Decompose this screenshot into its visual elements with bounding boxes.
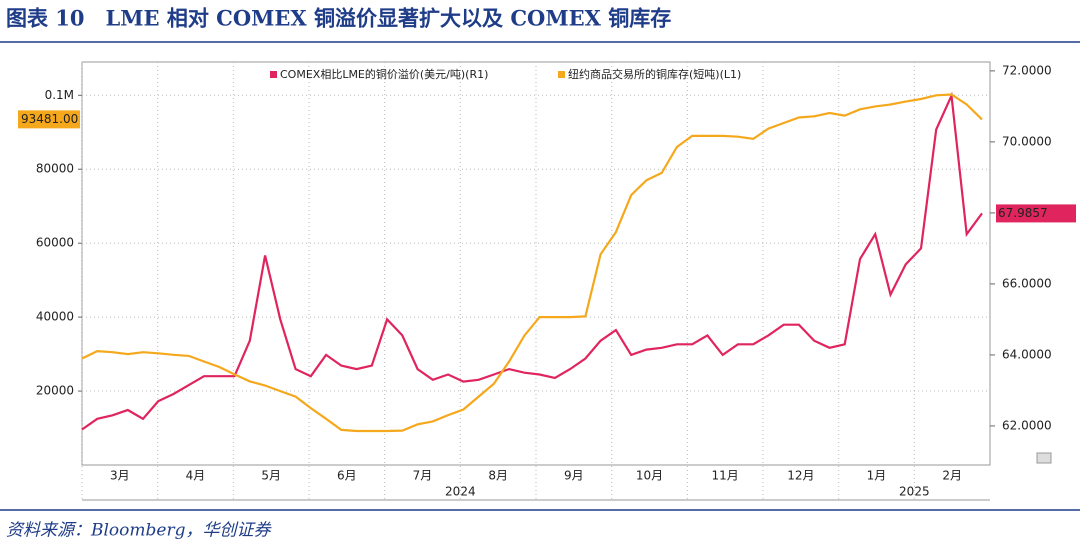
y-tick-label: 80000 bbox=[36, 162, 74, 176]
y2-tick-label: 72.0000 bbox=[1002, 63, 1052, 77]
y-tick-label: 0.1M bbox=[45, 88, 74, 102]
corner-icon bbox=[1036, 452, 1052, 464]
end-value-box bbox=[996, 204, 1076, 223]
x-tick-label: 3月 bbox=[110, 469, 130, 483]
x-tick-label: 7月 bbox=[413, 469, 433, 483]
end-value-label: 93481.00 bbox=[21, 112, 78, 126]
x-tick-label: 4月 bbox=[186, 469, 206, 483]
y2-tick-label: 64.0000 bbox=[1002, 347, 1052, 361]
x-tick-label: 5月 bbox=[261, 469, 281, 483]
year-label: 2025 bbox=[899, 485, 930, 499]
y-tick-label: 60000 bbox=[36, 236, 74, 250]
y2-tick-label: 62.0000 bbox=[1002, 418, 1052, 432]
end-value-label: 67.9857 bbox=[998, 206, 1048, 220]
x-tick-label: 11月 bbox=[712, 469, 739, 483]
x-tick-label: 10月 bbox=[636, 469, 663, 483]
source: 资料来源：Bloomberg，华创证券 bbox=[6, 521, 272, 541]
series-line bbox=[81, 91, 983, 431]
y2-tick-label: 70.0000 bbox=[1002, 134, 1052, 148]
x-tick-label: 8月 bbox=[488, 469, 508, 483]
x-tick-label: 9月 bbox=[564, 469, 584, 483]
plot-frame bbox=[81, 61, 991, 466]
legend-swatch bbox=[558, 71, 565, 78]
series-line bbox=[81, 93, 983, 433]
x-tick-label: 1月 bbox=[867, 469, 887, 483]
x-tick-label: 2月 bbox=[942, 469, 962, 483]
year-label: 2024 bbox=[445, 485, 476, 499]
x-tick-label: 6月 bbox=[337, 469, 357, 483]
x-tick-label: 12月 bbox=[787, 469, 814, 483]
end-value-box bbox=[18, 110, 80, 129]
legend-label: COMEX相比LME的铜价溢价(美元/吨)(R1) bbox=[280, 67, 488, 81]
legend-swatch bbox=[270, 71, 277, 78]
y-tick-label: 40000 bbox=[36, 310, 74, 324]
legend-label: 纽约商品交易所的铜库存(短吨)(L1) bbox=[568, 67, 741, 81]
y2-tick-label: 66.0000 bbox=[1002, 276, 1052, 290]
chart-title: 图表 10 LME 相对 COMEX 铜溢价显著扩大以及 COMEX 铜库存 bbox=[6, 6, 671, 31]
y-tick-label: 20000 bbox=[36, 384, 74, 398]
